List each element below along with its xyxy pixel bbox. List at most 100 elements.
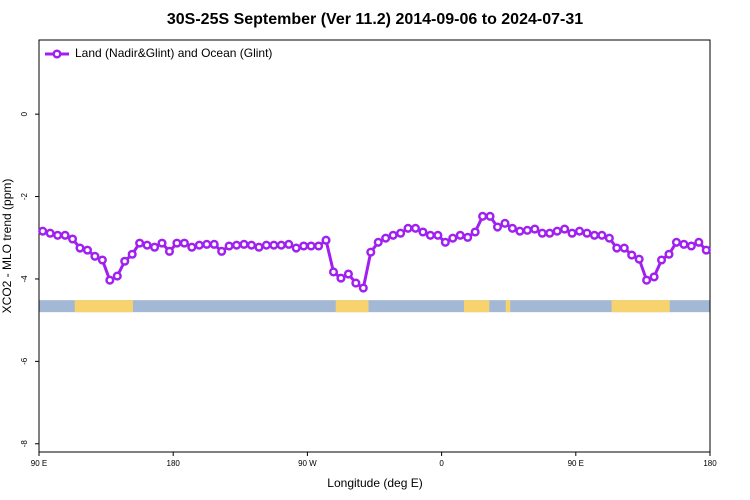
point xyxy=(515,226,525,236)
point xyxy=(224,241,234,251)
point xyxy=(358,283,368,293)
point xyxy=(299,241,309,251)
point xyxy=(589,230,599,240)
x-tick-label: 90 E xyxy=(31,459,47,468)
point xyxy=(209,239,219,249)
point xyxy=(418,227,428,237)
point xyxy=(336,273,346,283)
point xyxy=(552,226,562,236)
point xyxy=(232,240,242,250)
point xyxy=(343,269,353,279)
point xyxy=(164,246,175,256)
point xyxy=(537,228,547,238)
point xyxy=(60,230,70,240)
point xyxy=(388,230,398,240)
y-axis-label: XCO2 - MLO trend (ppm) xyxy=(0,179,14,314)
legend-marker xyxy=(52,49,62,59)
point xyxy=(507,223,517,233)
point xyxy=(410,223,421,233)
y-tick-label: -6 xyxy=(20,357,29,365)
point xyxy=(246,240,257,250)
point xyxy=(440,237,450,247)
point xyxy=(82,245,93,255)
point xyxy=(500,218,510,228)
point xyxy=(396,228,406,238)
point xyxy=(239,239,249,249)
plot-frame xyxy=(38,39,711,453)
point xyxy=(135,238,145,248)
point xyxy=(381,233,391,243)
point xyxy=(470,227,480,237)
point xyxy=(478,211,488,221)
point xyxy=(366,247,376,257)
point xyxy=(306,241,316,251)
point xyxy=(627,250,637,260)
point xyxy=(560,224,570,234)
point xyxy=(574,226,585,236)
point xyxy=(276,240,286,250)
point xyxy=(120,256,130,266)
point xyxy=(328,267,339,277)
point xyxy=(619,243,629,253)
point xyxy=(157,238,167,248)
land-strip xyxy=(611,300,670,313)
point xyxy=(463,232,473,242)
point xyxy=(351,278,361,288)
point xyxy=(291,243,301,253)
point xyxy=(656,255,667,265)
point xyxy=(664,249,674,259)
point xyxy=(112,271,122,281)
x-tick-label: 0 xyxy=(439,459,444,468)
point xyxy=(194,240,204,250)
point xyxy=(567,228,577,238)
x-axis-label: Longitude (deg E) xyxy=(327,476,422,490)
y-tick-label: -8 xyxy=(20,440,29,448)
point xyxy=(187,242,197,252)
point xyxy=(179,238,189,248)
point xyxy=(694,237,704,247)
point xyxy=(492,222,503,232)
legend-label: Land (Nadir&Glint) and Ocean (Glint) xyxy=(75,46,272,60)
point xyxy=(97,255,107,265)
point xyxy=(217,246,227,256)
point xyxy=(261,240,271,250)
point xyxy=(314,241,324,251)
point xyxy=(425,230,435,240)
point xyxy=(105,275,115,285)
point xyxy=(202,239,212,249)
point xyxy=(634,254,644,264)
point xyxy=(597,230,607,240)
y-tick-label: -2 xyxy=(20,192,29,200)
point xyxy=(679,239,689,249)
point xyxy=(686,241,696,251)
point xyxy=(612,243,622,253)
point xyxy=(150,242,160,252)
point xyxy=(68,234,78,244)
point xyxy=(321,235,331,245)
point xyxy=(522,225,532,235)
point xyxy=(90,251,100,261)
point xyxy=(269,240,279,250)
point xyxy=(649,272,659,282)
ocean-strip xyxy=(39,300,710,313)
land-strip xyxy=(335,300,369,313)
land-strip xyxy=(463,300,490,313)
point xyxy=(701,245,711,255)
point xyxy=(75,243,85,253)
point xyxy=(545,228,555,238)
point xyxy=(448,233,458,243)
point xyxy=(284,239,294,249)
chart-title: 30S-25S September (Ver 11.2) 2014-09-06 … xyxy=(167,11,583,28)
point xyxy=(530,224,540,234)
point xyxy=(172,238,182,248)
point xyxy=(373,237,383,247)
point xyxy=(433,230,443,240)
y-tick-label: 0 xyxy=(20,111,29,116)
point xyxy=(582,228,592,238)
point xyxy=(485,211,495,221)
y-tick-label: -4 xyxy=(20,275,29,283)
x-tick-label: 90 W xyxy=(298,459,317,468)
point xyxy=(254,242,264,252)
x-tick-label: 180 xyxy=(703,459,717,468)
